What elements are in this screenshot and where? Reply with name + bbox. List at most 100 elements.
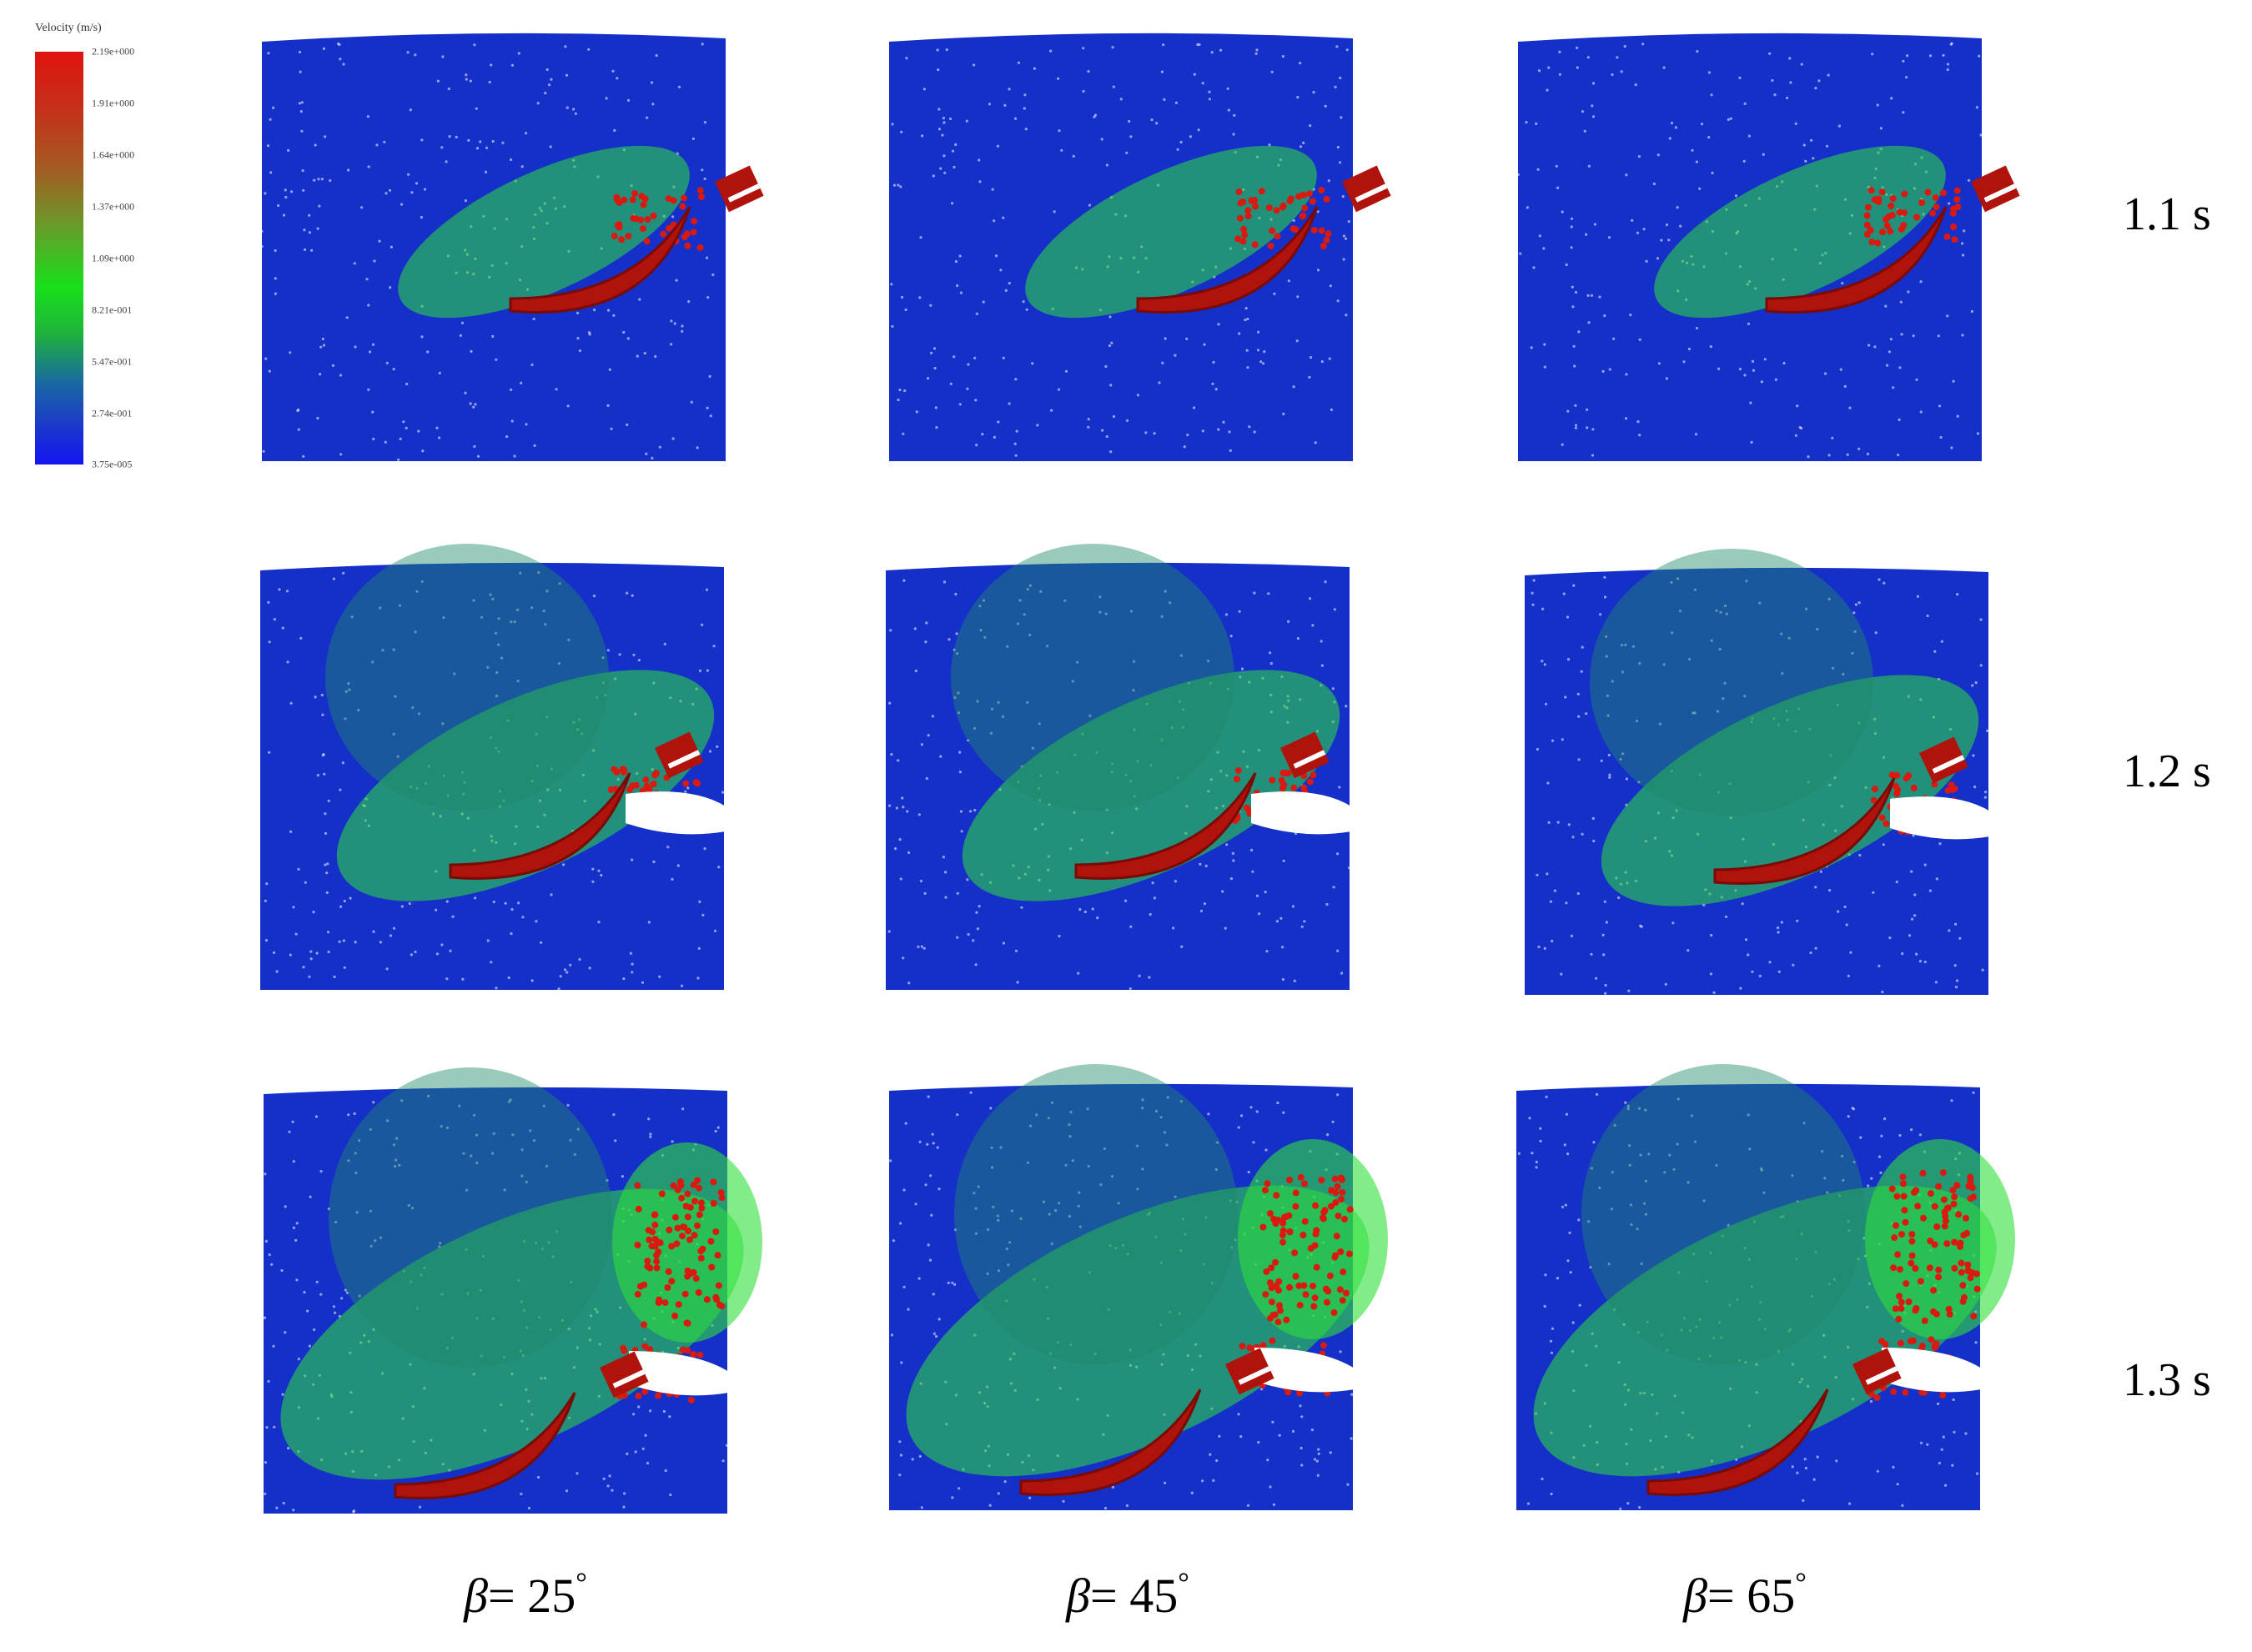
particle (1053, 210, 1056, 213)
particle (978, 180, 982, 183)
particle (278, 588, 281, 591)
particle (1267, 1210, 1274, 1218)
particle (924, 1183, 927, 1187)
particle (1826, 1191, 1829, 1194)
particle (1325, 902, 1329, 906)
particle (536, 1475, 540, 1479)
particle (316, 774, 319, 777)
particle (1935, 1273, 1942, 1281)
particle (1986, 729, 1989, 732)
particle (951, 149, 955, 153)
particle (717, 866, 721, 869)
particle (921, 134, 924, 138)
particle (464, 199, 467, 203)
particle (721, 1459, 725, 1463)
particle (1898, 225, 1905, 233)
legend-tick: 3.75e-005 (92, 458, 133, 470)
particle (1340, 972, 1344, 975)
particle (1978, 54, 1981, 58)
particle (613, 128, 616, 132)
particle (1946, 314, 1949, 318)
particle (637, 1405, 641, 1408)
particle (1805, 607, 1808, 610)
particle (1068, 1214, 1071, 1218)
particle (622, 1505, 626, 1509)
particle (1064, 1163, 1068, 1167)
particle (1937, 1402, 1940, 1405)
particle (1612, 337, 1616, 340)
particle (972, 939, 975, 942)
particle (1607, 1263, 1611, 1266)
particle (694, 1222, 701, 1229)
particle (342, 571, 345, 575)
particle-field (1516, 33, 2020, 461)
particle (1898, 1298, 1905, 1306)
particle (411, 705, 415, 710)
particle (1553, 889, 1556, 892)
particle (264, 1492, 267, 1495)
particle (1551, 939, 1554, 943)
particle (472, 405, 475, 409)
particle (1291, 1249, 1299, 1257)
particle (1932, 194, 1939, 202)
particle (1201, 82, 1204, 85)
particle (641, 981, 645, 984)
particle (1727, 1223, 1730, 1227)
particle (1960, 1232, 1968, 1239)
particle (677, 85, 681, 88)
particle (1172, 926, 1175, 930)
plough-blade (1646, 1388, 1829, 1496)
particle (1619, 1507, 1622, 1510)
particle (477, 454, 480, 458)
particle (309, 950, 313, 953)
particle (925, 776, 928, 781)
particle (352, 1510, 355, 1514)
particle (1203, 902, 1207, 906)
particle (1536, 747, 1539, 751)
plough-shank (1971, 165, 2020, 213)
particle (1827, 454, 1831, 457)
particle (622, 330, 626, 334)
particle (1555, 164, 1558, 168)
particle (708, 374, 711, 378)
particle (1889, 338, 1893, 341)
particle (1867, 344, 1871, 347)
particle (285, 590, 289, 593)
particle (497, 617, 500, 620)
particle (459, 334, 462, 337)
plough-blade (1019, 1388, 1202, 1496)
particle (1590, 294, 1594, 297)
particle (1979, 133, 1983, 137)
particle (440, 146, 444, 149)
particle (1315, 1459, 1319, 1463)
particle (1577, 1218, 1581, 1222)
particle (696, 446, 699, 449)
particle (1333, 608, 1336, 611)
particle (1665, 377, 1668, 380)
particle (1217, 428, 1220, 431)
particle (1310, 1303, 1318, 1310)
particle (1209, 1453, 1212, 1456)
particle (1642, 228, 1646, 231)
particle (1723, 605, 1727, 608)
particle (1282, 859, 1285, 862)
particle (490, 961, 493, 964)
particle (520, 165, 524, 168)
time-label: 1.2 s (2123, 746, 2211, 797)
soil-cavity (629, 1351, 729, 1396)
particle (1890, 1264, 1898, 1272)
particle (1888, 936, 1892, 940)
particle (951, 202, 954, 205)
particle (626, 98, 631, 102)
particle (369, 1244, 373, 1248)
particle (653, 1264, 661, 1272)
particle (1153, 896, 1156, 900)
particle (1087, 1164, 1090, 1168)
particle-field (260, 544, 726, 991)
particle (1023, 613, 1026, 616)
particle (408, 901, 411, 906)
particle (1320, 640, 1323, 643)
particle (566, 404, 570, 408)
particle (1252, 1141, 1255, 1144)
particle (982, 300, 985, 304)
